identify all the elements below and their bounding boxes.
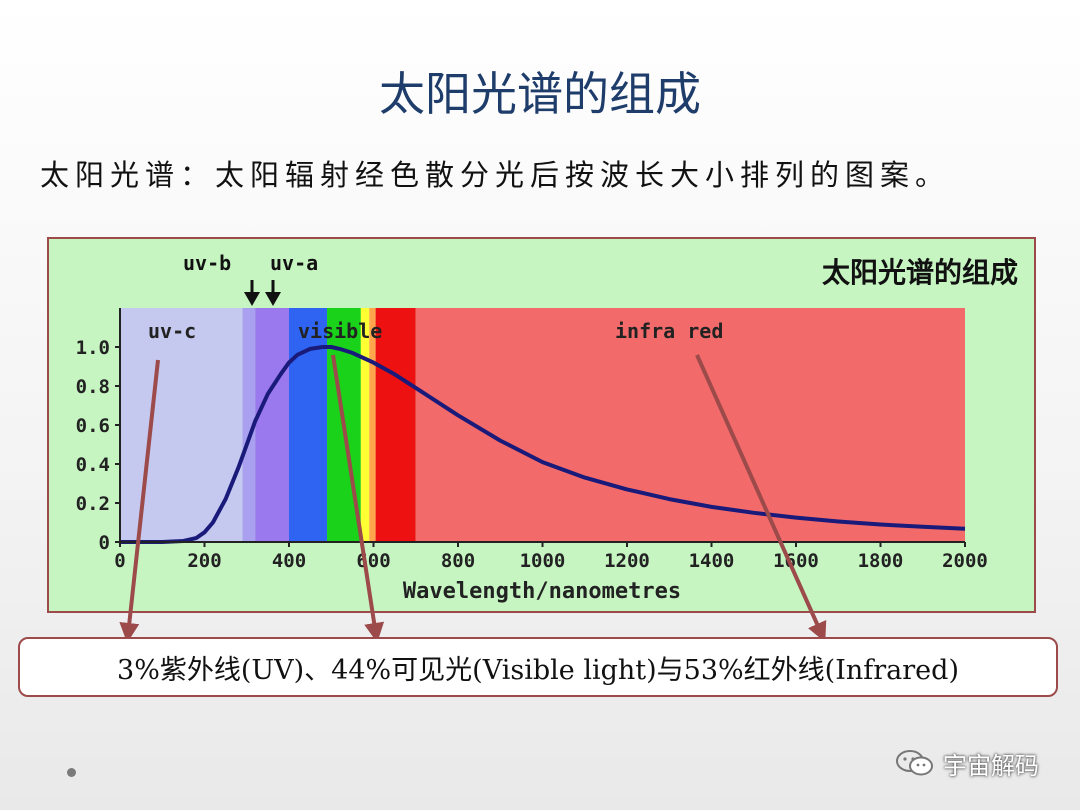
- pointer-arrow-uv: [119, 359, 160, 643]
- chart-title: 太阳光谱的组成: [822, 256, 1018, 289]
- uv-b-arrow: [244, 280, 260, 306]
- band-visible-orange: [369, 308, 376, 542]
- watermark-text: 宇宙解码: [943, 751, 1039, 780]
- y-tick-label: 0.6: [76, 415, 110, 437]
- y-tick-label: 0.2: [76, 493, 110, 515]
- x-tick-label: 1600: [773, 550, 819, 572]
- pointer-arrow-visible: [331, 354, 385, 643]
- x-tick-label: 1400: [689, 550, 735, 572]
- x-axis-label: Wavelength/nanometres: [403, 579, 681, 604]
- pointer-arrow-infrared: [695, 354, 827, 643]
- bullet-dot: [67, 768, 76, 777]
- band-visible-yellow: [360, 308, 370, 542]
- band-uv-a: [255, 308, 289, 542]
- x-tick-label: 1000: [520, 550, 566, 572]
- summary-box: 3%紫外线(UV)、44%可见光(Visible light)与53%红外线(I…: [18, 637, 1058, 697]
- x-tick-label: 400: [272, 550, 306, 572]
- x-tick-label: 200: [187, 550, 221, 572]
- band-infra-red: [415, 308, 965, 542]
- band-uv-b: [242, 308, 256, 542]
- slide-subtitle: 太阳光谱：太阳辐射经色散分光后按波长大小排列的图案。: [40, 158, 951, 192]
- band-uv-c: [120, 308, 243, 542]
- band-visible-violet-blue: [289, 308, 328, 542]
- x-tick-label: 1200: [604, 550, 650, 572]
- band-label-uv-c: uv-c: [148, 319, 196, 343]
- y-tick-label: 0: [99, 532, 110, 554]
- y-tick-label: 0.4: [76, 454, 110, 476]
- spectrum-curve: [120, 345, 966, 544]
- uv-a-arrow: [265, 280, 281, 306]
- band-visible-red: [375, 308, 416, 542]
- tick-labels: 0 200 400 600 800 1000 1200 1400 1600 1800 200000.…: [76, 337, 988, 572]
- watermark: 宇宙解码: [895, 745, 1039, 781]
- spectrum-curve-layer: [120, 345, 966, 544]
- band-label-visible: visible: [298, 319, 382, 343]
- y-tick-label: 0.8: [76, 376, 110, 398]
- band-label-uv-b: uv-b: [183, 251, 231, 275]
- y-tick-label: 1.0: [76, 337, 110, 359]
- spectrum-bands: [120, 308, 965, 542]
- wechat-icon: [896, 750, 933, 776]
- x-tick-label: 0: [114, 550, 125, 572]
- band-label-uv-a: uv-a: [270, 251, 318, 275]
- x-tick-label: 1800: [858, 550, 904, 572]
- x-tick-label: 800: [441, 550, 475, 572]
- x-tick-label: 2000: [942, 550, 988, 572]
- band-label-infrared: infra red: [615, 319, 723, 343]
- summary-text: 3%紫外线(UV)、44%可见光(Visible light)与53%红外线(I…: [117, 654, 959, 686]
- slide-title: 太阳光谱的组成: [379, 67, 701, 121]
